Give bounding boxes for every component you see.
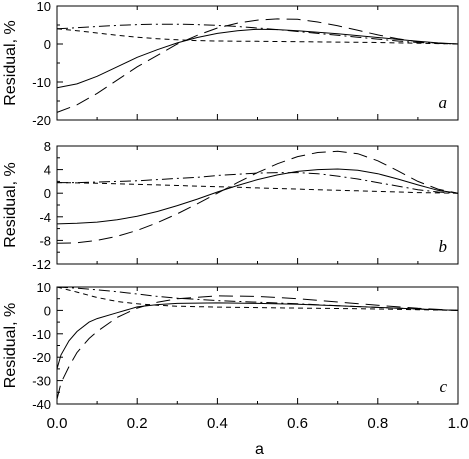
panel-a: -20 -10 0 10 Residual, % a [2,0,459,128]
y-tick-label: 10 [37,0,51,14]
y-axis-label: Residual, % [2,303,19,388]
y-tick-label: 8 [44,139,51,154]
y-tick-label: 0 [44,37,51,52]
series-dash-dot-line [57,172,459,194]
y-tick-label: 0 [44,186,51,201]
series-solid-line [56,302,459,370]
panel-label: a [439,93,448,112]
y-tick-label: -20 [32,113,51,128]
y-tick-label: -40 [32,397,51,412]
panel-label: c [439,377,447,396]
y-tick-label: -10 [32,327,51,342]
plot-frame [56,5,459,121]
series-solid-line [56,28,459,89]
x-tick-label: 0.6 [287,415,308,432]
y-tick-label: -10 [32,75,51,90]
x-tick-label: 0.4 [207,415,228,432]
y-tick-label: 0 [44,303,51,318]
y-axis-label: Residual, % [2,162,19,247]
y-tick-label: -30 [32,374,51,389]
series-short-dash-line [56,28,459,45]
x-tick-label: 0.8 [367,415,388,432]
series-solid-line [56,168,459,225]
y-axis-label: Residual, % [2,20,19,105]
x-tick-label: 0.0 [47,415,68,432]
y-tick-label: -4 [39,210,51,225]
y-tick-label: -20 [32,350,51,365]
series-long-dash-line [56,18,459,113]
plot-frame [56,145,459,265]
series-short-dash-line [56,286,459,311]
y-tick-label: 10 [37,280,51,295]
x-axis-label: a [255,441,264,458]
plot-frame [56,286,459,405]
panel-label: b [439,237,448,256]
series-dash-dot-line [56,286,459,311]
series-dash-dot-line [56,23,459,45]
y-tick-label: -12 [32,257,51,272]
series-short-dash-line [56,182,459,194]
series-long-dash-line [56,295,459,400]
panel-b: -12 -8 -4 0 4 8 Residual, % b [2,139,459,272]
series-long-dash-line [56,150,459,244]
y-tick-label: 4 [44,163,51,178]
panel-c: -40 -30 -20 -10 0 10 0.0 0.2 0.4 0.6 0.8 1.0 a Residu… [2,280,468,458]
x-tick-label: 1.0 [448,415,469,432]
y-tick-label: -8 [39,233,51,248]
x-tick-label: 0.2 [127,415,148,432]
